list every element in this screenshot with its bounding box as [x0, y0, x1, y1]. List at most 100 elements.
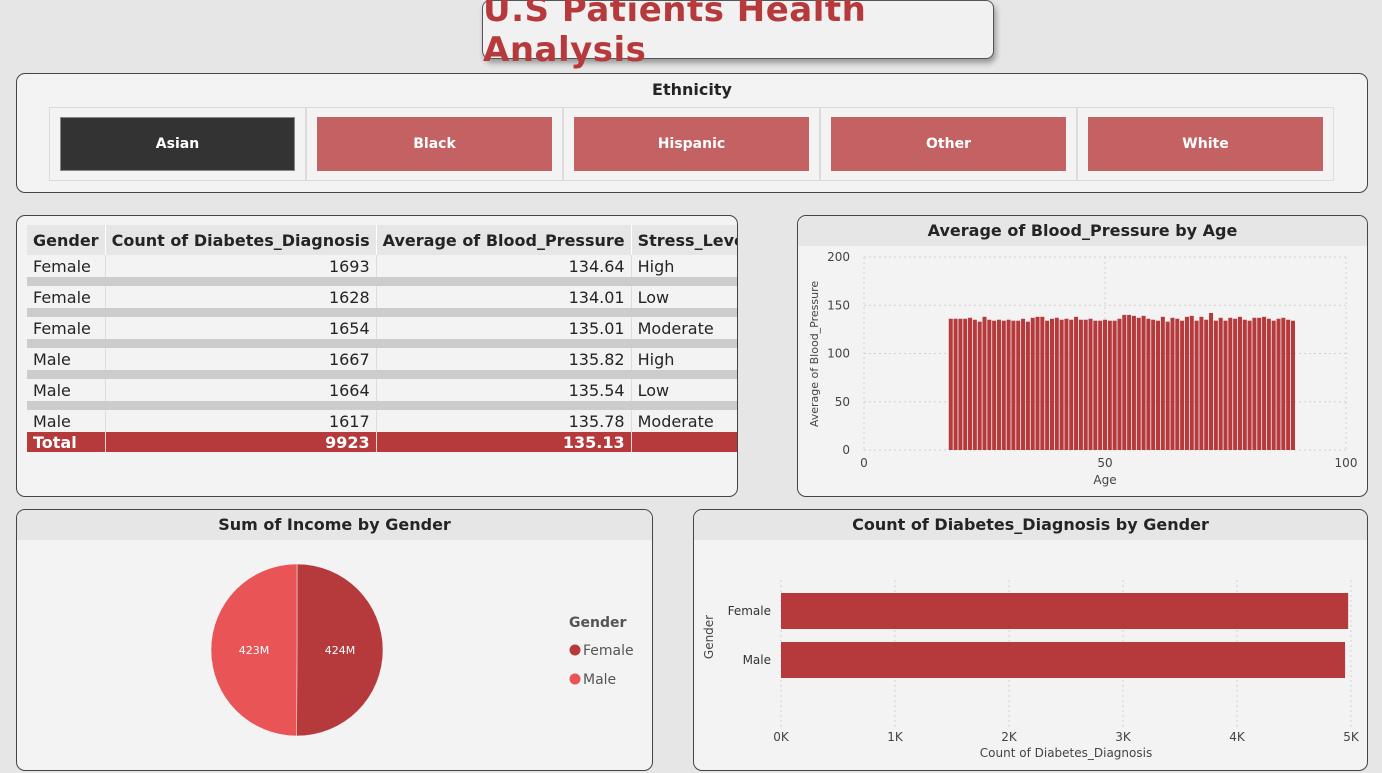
bar	[1228, 317, 1233, 450]
row-separator	[27, 339, 737, 348]
bar	[1237, 316, 1242, 450]
slicer-button-other[interactable]: Other	[831, 117, 1066, 171]
cell-count: 1693	[105, 255, 377, 277]
bar	[1286, 319, 1291, 450]
bar	[1059, 319, 1064, 450]
slicer-button-hispanic[interactable]: Hispanic	[574, 117, 809, 171]
x-tick-label: 3K	[1115, 730, 1132, 744]
slicer-cell-white: White	[1077, 107, 1334, 181]
blood-pressure-chart[interactable]: 0 50 100 150 200 0 50 100 Age Average of Blood_Pr…	[798, 246, 1367, 496]
y-tick-label: 100	[827, 347, 850, 361]
x-tick-label: 50	[1097, 456, 1112, 470]
bar	[1242, 319, 1247, 450]
slice-value-label: 423M	[239, 644, 270, 657]
cell-gender: Male	[27, 379, 106, 401]
bar	[992, 320, 997, 450]
diagnosis-bar-chart[interactable]: 0K 1K 2K 3K 4K 5K Female Male Count of Diabetes_…	[694, 540, 1367, 770]
chart-title: Sum of Income by Gender	[17, 510, 652, 540]
cell-count: 1667	[105, 348, 377, 370]
x-tick-label: 2K	[1001, 730, 1018, 744]
bar	[1290, 320, 1295, 450]
income-by-gender-panel: Sum of Income by Gender 424M 423M Gender Fe…	[16, 509, 653, 771]
bar	[1088, 318, 1093, 450]
cell-stress: Low	[631, 286, 737, 308]
slicer-button-white[interactable]: White	[1088, 117, 1323, 171]
income-pie-chart[interactable]: 424M 423M Gender Female Male	[17, 540, 652, 770]
cell-blood-pressure: 135.82	[376, 348, 632, 370]
table-header-row: Gender Count of Diabetes_Diagnosis Avera…	[27, 225, 737, 255]
dashboard-title-box: U.S Patients Health Analysis	[482, 0, 994, 70]
cell-blood-pressure: 134.01	[376, 286, 632, 308]
pie-slice-male	[210, 563, 298, 737]
bar	[1233, 318, 1238, 450]
table-row[interactable]: Female 1654 135.01 Moderate	[27, 317, 737, 339]
bar	[1083, 319, 1088, 450]
bar	[1175, 318, 1180, 450]
column-header-count[interactable]: Count of Diabetes_Diagnosis	[105, 225, 377, 255]
bar	[1189, 315, 1194, 450]
slicer-cell-other: Other	[820, 107, 1077, 181]
slicer-button-black[interactable]: Black	[317, 117, 552, 171]
bar	[1011, 320, 1016, 450]
table-row[interactable]: Male 1667 135.82 High	[27, 348, 737, 370]
table-row[interactable]: Female 1628 134.01 Low	[27, 286, 737, 308]
bar	[1107, 320, 1112, 450]
y-tick-label: 200	[827, 250, 850, 264]
bar	[1266, 318, 1271, 450]
bar-female	[781, 593, 1349, 629]
bar	[1078, 319, 1083, 450]
column-header-gender[interactable]: Gender	[27, 225, 106, 255]
slicer-cell-hispanic: Hispanic	[563, 107, 820, 181]
y-axis-label: Gender	[702, 615, 716, 659]
bar	[1001, 320, 1006, 450]
cell-blood-pressure: 135.01	[376, 317, 632, 339]
bar	[1098, 320, 1103, 450]
category-label: Male	[743, 653, 771, 667]
total-blood-pressure: 135.13	[376, 432, 632, 452]
total-count: 9923	[105, 432, 377, 452]
cell-blood-pressure: 135.54	[376, 379, 632, 401]
bar	[1030, 317, 1035, 450]
bar	[1184, 316, 1189, 450]
row-separator	[27, 401, 737, 410]
cell-blood-pressure: 134.64	[376, 255, 632, 277]
bar	[1102, 319, 1108, 450]
table-row[interactable]: Male 1617 135.78 Moderate	[27, 410, 737, 432]
bar	[1209, 312, 1214, 450]
ethnicity-slicer: Ethnicity Asian Black Hispanic Other Whi…	[16, 73, 1368, 193]
bar	[1040, 316, 1045, 450]
table-total-row: Total 9923 135.13	[27, 432, 737, 452]
bar	[1093, 320, 1098, 450]
table-row[interactable]: Male 1664 135.54 Low	[27, 379, 737, 401]
cell-count: 1617	[105, 410, 377, 432]
cell-count: 1664	[105, 379, 377, 401]
legend-label: Female	[583, 643, 634, 659]
bar	[953, 318, 958, 450]
cell-stress: High	[631, 348, 737, 370]
slicer-items: Asian Black Hispanic Other White	[49, 107, 1334, 181]
bar	[996, 319, 1001, 450]
cell-gender: Female	[27, 317, 106, 339]
x-tick-label: 1K	[887, 730, 904, 744]
bar	[977, 321, 982, 450]
bar	[987, 319, 992, 450]
x-axis-label: Age	[1093, 473, 1116, 487]
table-row[interactable]: Female 1693 134.64 High	[27, 255, 737, 277]
cell-count: 1628	[105, 286, 377, 308]
cell-gender: Male	[27, 348, 106, 370]
y-tick-label: 50	[835, 395, 850, 409]
slicer-button-asian[interactable]: Asian	[60, 117, 295, 171]
bar	[1141, 315, 1146, 450]
column-header-stress[interactable]: Stress_Level	[631, 225, 737, 255]
bar	[1151, 319, 1156, 450]
blood-pressure-by-age-panel: Average of Blood_Pressure by Age 0 50 100 1…	[797, 215, 1368, 497]
bar	[1165, 321, 1170, 450]
slice-value-label: 424M	[325, 644, 356, 657]
y-tick-label: 0	[842, 443, 850, 457]
legend-marker-female	[569, 644, 581, 656]
bar	[1204, 319, 1209, 450]
row-separator	[27, 277, 737, 286]
bar	[1064, 318, 1069, 450]
column-header-blood-pressure[interactable]: Average of Blood_Pressure	[376, 225, 632, 255]
bar	[1271, 320, 1276, 450]
